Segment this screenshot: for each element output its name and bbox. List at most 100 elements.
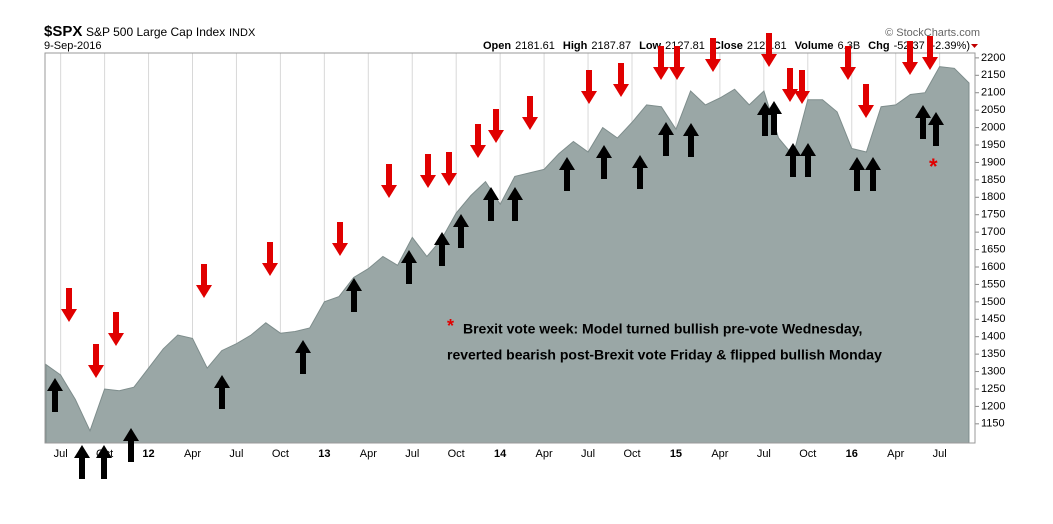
y-tick-label: 2100 bbox=[981, 87, 1005, 99]
sell-arrow bbox=[782, 68, 798, 102]
y-tick-label: 1750 bbox=[981, 209, 1005, 221]
y-tick-label: 1350 bbox=[981, 348, 1005, 360]
buy-arrow bbox=[849, 157, 865, 191]
y-tick-label: 1450 bbox=[981, 313, 1005, 325]
quote-value: 2187.87 bbox=[591, 40, 631, 52]
sell-arrow bbox=[88, 344, 104, 378]
sell-arrow bbox=[470, 124, 486, 158]
sell-arrow bbox=[441, 152, 457, 186]
x-tick-label: Oct bbox=[623, 448, 640, 460]
x-tick-label: Oct bbox=[448, 448, 465, 460]
buy-arrow bbox=[483, 187, 499, 221]
sell-arrow bbox=[858, 84, 874, 118]
y-tick-label: 1950 bbox=[981, 139, 1005, 151]
buy-arrow bbox=[434, 232, 450, 266]
sell-arrow bbox=[581, 70, 597, 104]
annotation-marker: * bbox=[447, 316, 454, 336]
sell-arrow bbox=[61, 288, 77, 322]
sell-arrow bbox=[653, 46, 669, 80]
sell-arrow bbox=[902, 41, 918, 75]
x-tick-label: Jul bbox=[757, 448, 771, 460]
x-tick-label: Jul bbox=[54, 448, 68, 460]
y-tick-label: 1700 bbox=[981, 226, 1005, 238]
sell-arrow bbox=[332, 222, 348, 256]
x-tick-label: 13 bbox=[318, 448, 330, 460]
buy-arrow bbox=[658, 122, 674, 156]
buy-arrow bbox=[683, 123, 699, 157]
y-tick-label: 2200 bbox=[981, 52, 1005, 64]
y-tick-label: 1150 bbox=[981, 418, 1005, 430]
buy-arrow bbox=[559, 157, 575, 191]
x-tick-label: Oct bbox=[272, 448, 289, 460]
quote-value: 2181.61 bbox=[515, 40, 555, 52]
buy-arrow bbox=[214, 375, 230, 409]
buy-arrow bbox=[47, 378, 63, 412]
annotation: reverted bearish post-Brexit vote Friday… bbox=[447, 347, 882, 363]
buy-arrow bbox=[123, 428, 139, 462]
y-tick-label: 1800 bbox=[981, 191, 1005, 203]
quote-label: Open bbox=[483, 40, 511, 52]
buy-arrow bbox=[766, 101, 782, 135]
sell-arrow bbox=[488, 109, 504, 143]
quote-value: 6.3B bbox=[838, 40, 861, 52]
buy-arrow bbox=[74, 445, 90, 479]
sell-arrow bbox=[381, 164, 397, 198]
y-tick-label: 2000 bbox=[981, 121, 1005, 133]
sell-arrow bbox=[705, 38, 721, 72]
quote-value: 2127.81 bbox=[665, 40, 705, 52]
date: 9-Sep-2016 bbox=[44, 40, 102, 52]
source: © StockCharts.com bbox=[885, 27, 980, 39]
buy-arrow bbox=[785, 143, 801, 177]
y-tick-label: 1600 bbox=[981, 261, 1005, 273]
buy-arrow bbox=[928, 112, 944, 146]
x-tick-label: Jul bbox=[405, 448, 419, 460]
quote-label: High bbox=[563, 40, 588, 52]
sell-arrow bbox=[262, 242, 278, 276]
y-tick-label: 1550 bbox=[981, 278, 1005, 290]
sell-arrow bbox=[840, 46, 856, 80]
sell-arrow bbox=[196, 264, 212, 298]
plot: Jul Oct 12 Apr Jul Oct 13 Apr Jul Oct 14 Apr Jul Oct 1… bbox=[44, 52, 1005, 460]
quote-label: Volume bbox=[795, 40, 834, 52]
chart-subtitle: S&P 500 Large Cap Index bbox=[86, 25, 225, 39]
plot-frame bbox=[44, 52, 976, 444]
quote-label: Chg bbox=[868, 40, 889, 52]
y-tick-label: 1650 bbox=[981, 243, 1005, 255]
x-tick-label: Jul bbox=[581, 448, 595, 460]
buy-arrow bbox=[346, 278, 362, 312]
sell-arrow bbox=[420, 154, 436, 188]
sell-arrow bbox=[108, 312, 124, 346]
quote-bar: -52.37 (-2.39%)Chg6.3BVolume2127.81Close… bbox=[483, 40, 978, 52]
buy-arrow bbox=[401, 250, 417, 284]
x-tick-label: Apr bbox=[360, 448, 377, 460]
x-tick-label: Apr bbox=[711, 448, 728, 460]
y-tick-label: 1250 bbox=[981, 383, 1005, 395]
buy-arrow bbox=[507, 187, 523, 221]
x-tick-label: Jul bbox=[933, 448, 947, 460]
sell-arrow bbox=[794, 70, 810, 104]
buy-arrow bbox=[295, 340, 311, 374]
sell-arrow bbox=[669, 46, 685, 80]
x-tick-label: Apr bbox=[887, 448, 904, 460]
y-tick-label: 1200 bbox=[981, 400, 1005, 412]
y-tick-label: 2050 bbox=[981, 104, 1005, 116]
area bbox=[45, 66, 970, 444]
annotation: Brexit vote week: Model turned bullish p… bbox=[463, 321, 862, 337]
buy-arrow bbox=[915, 105, 931, 139]
y-tick-label: 1400 bbox=[981, 331, 1005, 343]
quote-label: Close bbox=[713, 40, 743, 52]
buy-arrow bbox=[596, 145, 612, 179]
sell-arrow bbox=[922, 36, 938, 70]
x-tick-label: Apr bbox=[184, 448, 201, 460]
sell-arrow bbox=[761, 33, 777, 67]
x-tick-label: 15 bbox=[670, 448, 682, 460]
x-tick-label: Oct bbox=[799, 448, 816, 460]
dropdown-icon bbox=[971, 44, 978, 48]
x-tick-label: Apr bbox=[536, 448, 553, 460]
y-tick-label: 1300 bbox=[981, 365, 1005, 377]
annotation-marker: * bbox=[929, 154, 938, 179]
sell-arrow bbox=[613, 63, 629, 97]
buy-arrow bbox=[453, 214, 469, 248]
y-tick-label: 1900 bbox=[981, 156, 1005, 168]
